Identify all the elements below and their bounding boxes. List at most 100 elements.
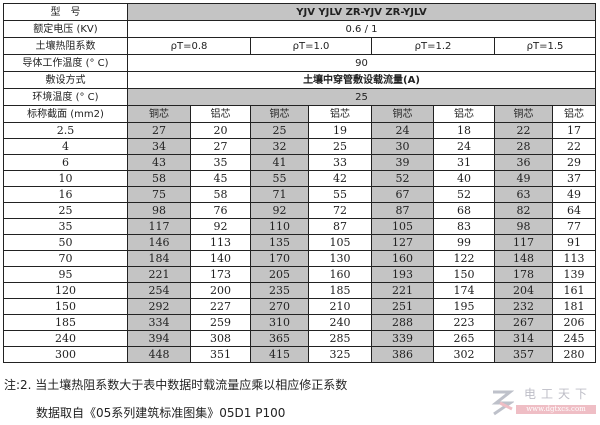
aluminum-ampacity-cell: 122 [433,250,495,267]
copper-ampacity-cell: 292 [127,298,191,315]
copper-ampacity-cell: 334 [127,314,191,331]
resistivity-1.0: ρT=1.0 [250,37,372,55]
copper-ampacity-cell: 178 [494,266,553,283]
note-correction: 注:2. 当土壤热阻系数大于表中数据时载流量应乘以相应修正系数 [4,378,348,392]
copper-ampacity-cell: 34 [127,138,191,155]
voltage-value: 0.6 / 1 [126,20,597,38]
aluminum-ampacity-cell: 245 [551,330,597,347]
aluminum-ampacity-cell: 161 [551,282,597,299]
logo-icon [491,390,514,416]
copper-ampacity-cell: 235 [250,282,309,299]
conductor-temp-label: 导体工作温度 (° C) [3,54,128,72]
aluminum-ampacity-cell: 130 [308,250,372,267]
copper-ampacity-cell: 251 [371,298,434,315]
copper-ampacity-cell: 221 [371,282,434,299]
table-row: 95 221 173 205 160 193 150 178 139 [3,266,597,283]
copper-ampacity-cell: 365 [250,330,309,347]
aluminum-ampacity-cell: 113 [190,234,251,251]
copper-ampacity-cell: 63 [494,186,553,203]
copper-ampacity-cell: 146 [127,234,191,251]
conductor-temp-value: 90 [126,54,597,72]
aluminum-ampacity-cell: 92 [190,218,251,235]
aluminum-ampacity-cell: 200 [190,282,251,299]
aluminum-ampacity-cell: 55 [308,186,372,203]
model-label: 型 号 [3,3,128,21]
copper-ampacity-cell: 87 [371,202,434,219]
copper-ampacity-cell: 110 [250,218,309,235]
aluminum-ampacity-cell: 160 [308,266,372,283]
aluminum-ampacity-cell: 31 [433,154,495,171]
copper-ampacity-cell: 288 [371,314,434,331]
copper-ampacity-cell: 205 [250,266,309,283]
copper-header: 铜芯 [371,105,434,123]
aluminum-ampacity-cell: 223 [433,314,495,331]
aluminum-ampacity-cell: 18 [433,122,495,139]
section-cell: 25 [3,202,128,219]
aluminum-ampacity-cell: 52 [433,186,495,203]
section-cell: 95 [3,266,128,283]
aluminum-ampacity-cell: 195 [433,298,495,315]
aluminum-ampacity-cell: 29 [551,154,597,171]
table-row: 35 117 92 110 87 105 83 98 77 [3,218,597,235]
aluminum-ampacity-cell: 76 [190,202,251,219]
ampacity-table: 型 号 YJV YJLV ZR-YJV ZR-YJLV 额定电压 (KV) 0.6 … [3,3,597,363]
model-value: YJV YJLV ZR-YJV ZR-YJLV [126,3,597,21]
section-cell: 185 [3,314,128,331]
section-cell: 50 [3,234,128,251]
aluminum-ampacity-cell: 280 [551,346,597,363]
section-cell: 70 [3,250,128,267]
aluminum-ampacity-cell: 22 [551,138,597,155]
laying-value: 土壤中穿管敷设载流量(A) [126,71,597,89]
copper-ampacity-cell: 55 [250,170,309,187]
watermark-logo: 电工天下 www.dgtxcs.com [490,385,598,421]
aluminum-ampacity-cell: 240 [308,314,372,331]
copper-ampacity-cell: 41 [250,154,309,171]
aluminum-ampacity-cell: 64 [551,202,597,219]
table-row: 120 254 200 235 185 221 174 204 161 [3,282,597,299]
aluminum-ampacity-cell: 20 [190,122,251,139]
aluminum-ampacity-cell: 35 [190,154,251,171]
aluminum-ampacity-cell: 49 [551,186,597,203]
copper-ampacity-cell: 24 [371,122,434,139]
copper-ampacity-cell: 71 [250,186,309,203]
table-row: 70 184 140 170 130 160 122 148 113 [3,250,597,267]
aluminum-ampacity-cell: 325 [308,346,372,363]
copper-ampacity-cell: 148 [494,250,553,267]
aluminum-ampacity-cell: 83 [433,218,495,235]
aluminum-ampacity-cell: 27 [190,138,251,155]
section-cell: 300 [3,346,128,363]
copper-ampacity-cell: 98 [127,202,191,219]
table-row: 6 43 35 41 33 39 31 36 29 [3,154,597,171]
resistivity-1.5: ρT=1.5 [493,37,597,55]
table-row: 300 448 351 415 325 386 302 357 280 [3,346,597,363]
copper-ampacity-cell: 32 [250,138,309,155]
section-cell: 4 [3,138,128,155]
table-row: 25 98 76 92 72 87 68 82 64 [3,202,597,219]
aluminum-ampacity-cell: 17 [551,122,597,139]
copper-ampacity-cell: 75 [127,186,191,203]
copper-ampacity-cell: 357 [494,346,553,363]
copper-ampacity-cell: 117 [494,234,553,251]
copper-ampacity-cell: 394 [127,330,191,347]
aluminum-ampacity-cell: 113 [551,250,597,267]
aluminum-ampacity-cell: 308 [190,330,251,347]
copper-ampacity-cell: 193 [371,266,434,283]
copper-ampacity-cell: 448 [127,346,191,363]
aluminum-ampacity-cell: 259 [190,314,251,331]
copper-ampacity-cell: 170 [250,250,309,267]
aluminum-header: 铝芯 [433,105,495,123]
aluminum-ampacity-cell: 185 [308,282,372,299]
copper-ampacity-cell: 49 [494,170,553,187]
copper-ampacity-cell: 92 [250,202,309,219]
section-cell: 240 [3,330,128,347]
copper-ampacity-cell: 82 [494,202,553,219]
aluminum-ampacity-cell: 40 [433,170,495,187]
aluminum-ampacity-cell: 210 [308,298,372,315]
aluminum-ampacity-cell: 105 [308,234,372,251]
copper-ampacity-cell: 39 [371,154,434,171]
ambient-value: 25 [126,88,597,106]
aluminum-ampacity-cell: 139 [551,266,597,283]
table-row: 10 58 45 55 42 52 40 49 37 [3,170,597,187]
note-source: 数据取自《05系列建筑标准图集》05D1 P100 [36,406,286,420]
copper-ampacity-cell: 67 [371,186,434,203]
